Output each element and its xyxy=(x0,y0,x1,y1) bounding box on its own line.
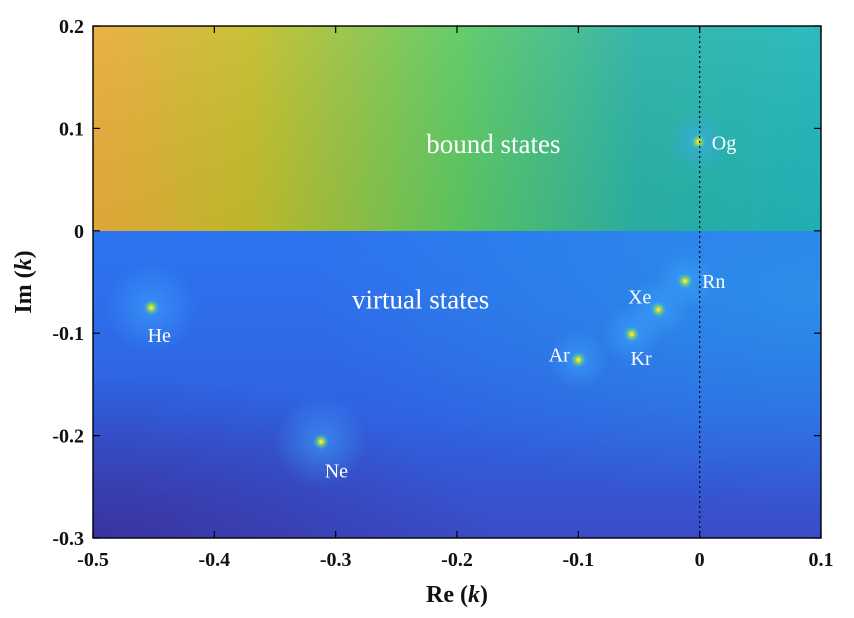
y-tick-label: 0.1 xyxy=(59,118,84,140)
region-label: bound states xyxy=(426,129,560,159)
pole-core xyxy=(629,332,634,337)
x-tick-label: -0.2 xyxy=(441,549,473,571)
y-tick-label: -0.3 xyxy=(52,528,84,550)
x-axis-title-variable: k xyxy=(468,582,480,608)
x-tick-label: -0.4 xyxy=(198,549,230,571)
x-tick-label: 0.1 xyxy=(809,549,834,571)
pole-label: Rn xyxy=(702,271,725,293)
pole-label: Kr xyxy=(631,348,652,370)
pole-label: Ar xyxy=(549,345,570,367)
pole-core xyxy=(319,439,323,444)
x-tick-label: -0.3 xyxy=(320,549,352,571)
y-tick-label: 0.2 xyxy=(59,16,84,38)
y-tick-label: -0.1 xyxy=(52,323,84,345)
y-tick-label: -0.2 xyxy=(52,426,84,448)
pole-core xyxy=(683,279,687,283)
region-label: virtual states xyxy=(352,284,489,314)
x-tick-label: -0.5 xyxy=(77,549,109,571)
x-tick-label: 0 xyxy=(695,549,705,571)
pole-label: He xyxy=(148,325,171,347)
pole-core xyxy=(149,305,154,310)
pole-core xyxy=(656,307,661,312)
y-axis-title-text: Im xyxy=(11,284,37,313)
x-axis-title: Re (k) xyxy=(426,582,488,608)
x-axis-title-text: Re xyxy=(426,582,454,608)
x-tick-label: -0.1 xyxy=(562,549,594,571)
pole-label: Og xyxy=(712,133,736,155)
pole-core xyxy=(576,358,581,362)
pole-label: Ne xyxy=(325,460,348,482)
y-axis-title: Im (k) xyxy=(11,250,37,313)
pole-label: Xe xyxy=(628,286,651,308)
y-axis-title-variable: k xyxy=(11,258,37,270)
y-tick-label: 0 xyxy=(74,221,84,243)
